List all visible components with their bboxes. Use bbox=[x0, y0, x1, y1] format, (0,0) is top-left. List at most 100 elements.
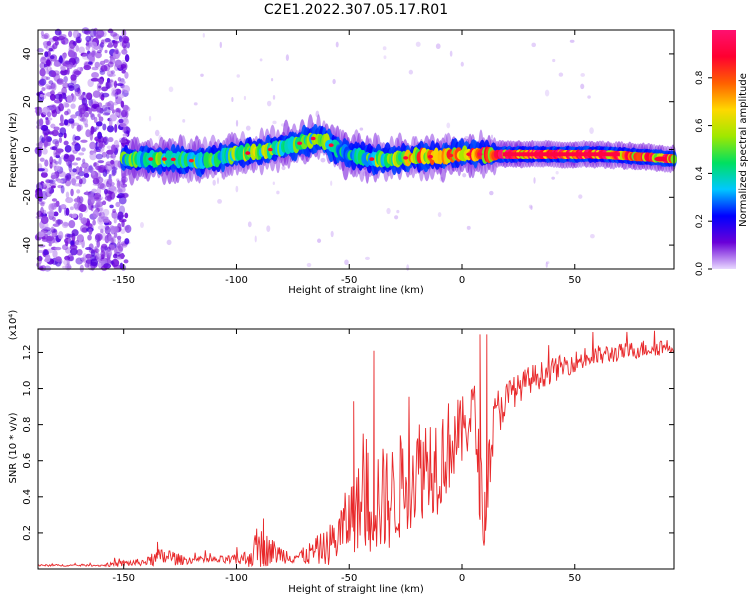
noise-cell bbox=[182, 118, 186, 123]
noise-cell bbox=[107, 125, 114, 133]
noise-cell bbox=[102, 200, 107, 206]
noise-cell bbox=[408, 69, 414, 75]
noise-cell bbox=[83, 167, 89, 175]
noise-cell bbox=[43, 227, 52, 232]
noise-cell bbox=[90, 113, 95, 121]
noise-cell bbox=[88, 164, 94, 174]
noise-cell bbox=[107, 28, 114, 34]
noise-cell bbox=[40, 206, 44, 215]
noise-cell bbox=[49, 93, 56, 101]
noise-cell bbox=[110, 260, 114, 265]
noise-cell bbox=[45, 179, 54, 184]
noise-cell bbox=[73, 83, 81, 93]
noise-cell bbox=[65, 191, 70, 199]
ridge-peak bbox=[448, 153, 454, 158]
noise-cell bbox=[68, 220, 76, 229]
noise-cell bbox=[72, 162, 79, 166]
noise-cell bbox=[81, 97, 88, 106]
noise-cell bbox=[231, 97, 234, 103]
noise-cell bbox=[88, 249, 97, 254]
noise-cell bbox=[99, 183, 106, 190]
noise-cell bbox=[112, 101, 119, 106]
noise-cell bbox=[51, 71, 57, 78]
noise-cell bbox=[52, 216, 56, 222]
snr-plot-area bbox=[38, 329, 674, 569]
noise-cell bbox=[110, 70, 115, 75]
noise-cell bbox=[113, 247, 118, 253]
noise-cell bbox=[67, 254, 74, 262]
noise-cell bbox=[72, 40, 77, 47]
noise-cell bbox=[71, 122, 80, 126]
noise-cell bbox=[105, 102, 111, 107]
noise-cell bbox=[552, 58, 556, 63]
ridge-peak bbox=[477, 152, 483, 157]
noise-cell bbox=[61, 265, 70, 270]
noise-cell bbox=[113, 217, 117, 224]
noise-cell bbox=[545, 261, 548, 268]
noise-cell bbox=[98, 206, 104, 212]
noise-cell bbox=[70, 74, 77, 81]
noise-cell bbox=[96, 106, 101, 113]
noise-cell bbox=[65, 61, 71, 65]
noise-cell bbox=[54, 140, 60, 147]
noise-cell bbox=[65, 172, 72, 181]
noise-cell bbox=[41, 226, 49, 230]
noise-cell bbox=[193, 102, 198, 106]
noise-cell bbox=[87, 234, 92, 241]
y-tick-label: -20 bbox=[22, 189, 33, 205]
x-tick-label: 50 bbox=[568, 275, 581, 286]
noise-cell bbox=[97, 113, 101, 118]
noise-cell bbox=[64, 145, 72, 153]
noise-cell bbox=[69, 244, 78, 250]
noise-cell bbox=[113, 40, 118, 49]
noise-cell bbox=[57, 219, 61, 225]
colorbar-tick-label: 0.2 bbox=[695, 214, 705, 228]
noise-cell bbox=[40, 56, 47, 64]
noise-cell bbox=[93, 162, 97, 167]
noise-cell bbox=[587, 95, 591, 99]
noise-cell bbox=[109, 204, 114, 209]
noise-cell bbox=[122, 104, 129, 111]
noise-cell bbox=[528, 204, 533, 209]
noise-cell bbox=[121, 48, 128, 55]
noise-cell bbox=[57, 179, 64, 184]
noise-cell bbox=[102, 136, 108, 144]
noise-cell bbox=[50, 123, 56, 129]
noise-cell bbox=[118, 196, 127, 205]
noise-cell bbox=[96, 29, 105, 38]
noise-cell bbox=[330, 180, 333, 186]
noise-cell bbox=[335, 41, 339, 48]
noise-cell bbox=[394, 215, 399, 220]
noise-cell bbox=[71, 213, 78, 218]
x-tick-label: 50 bbox=[568, 573, 581, 584]
noise-cell bbox=[37, 168, 45, 172]
noise-cell bbox=[40, 124, 49, 132]
noise-cell bbox=[82, 253, 87, 261]
snr-series bbox=[37, 330, 674, 568]
noise-cell bbox=[124, 238, 130, 245]
noise-cell bbox=[36, 182, 44, 191]
noise-cell bbox=[589, 127, 594, 135]
noise-cell bbox=[200, 73, 204, 77]
noise-cell bbox=[49, 182, 57, 187]
noise-cell bbox=[79, 107, 86, 115]
noise-cell bbox=[111, 169, 117, 176]
noise-cell bbox=[91, 50, 96, 58]
noise-cell bbox=[94, 248, 100, 253]
noise-cell bbox=[272, 94, 276, 100]
x-tick-label: 0 bbox=[459, 573, 465, 584]
noise-cell bbox=[69, 206, 74, 211]
noise-cell bbox=[39, 62, 46, 70]
noise-cell bbox=[91, 188, 98, 193]
noise-cell bbox=[49, 104, 57, 110]
noise-cell bbox=[65, 241, 69, 247]
noise-cell bbox=[446, 122, 451, 129]
noise-cell bbox=[115, 144, 120, 148]
noise-cell bbox=[94, 233, 103, 241]
noise-cell bbox=[55, 165, 61, 171]
noise-cell bbox=[235, 119, 239, 127]
noise-cell bbox=[91, 71, 99, 79]
noise-cell bbox=[317, 238, 322, 243]
noise-cell bbox=[80, 139, 88, 143]
ridge-peak bbox=[369, 157, 375, 161]
